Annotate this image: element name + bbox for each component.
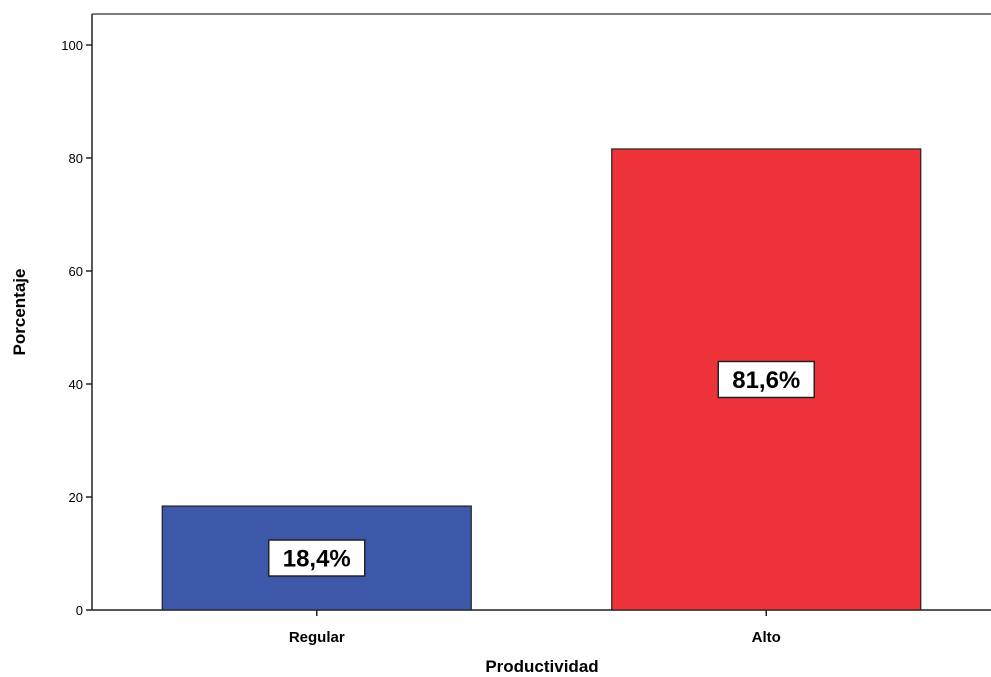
x-axis: Regular Alto <box>289 610 781 646</box>
data-label-box <box>268 539 366 577</box>
y-axis: 0 20 40 60 80 100 <box>61 38 92 618</box>
bar-regular <box>161 505 472 611</box>
data-label-box <box>717 360 815 399</box>
y-tick-label: 20 <box>69 490 83 505</box>
y-tick-label: 100 <box>61 38 83 53</box>
y-axis-title: Porcentaje <box>10 269 29 356</box>
x-tick-label: Alto <box>752 629 781 646</box>
y-tick-label: 60 <box>69 264 83 279</box>
bars: 18,4% 81,6% <box>161 148 922 611</box>
y-tick-label: 0 <box>76 603 83 618</box>
x-tick-label: Regular <box>289 629 345 646</box>
data-label: 18,4% <box>283 546 351 573</box>
y-tick-label: 80 <box>69 151 83 166</box>
y-tick-label: 40 <box>69 377 83 392</box>
x-axis-title: Productividad <box>485 657 598 676</box>
data-label: 81,6% <box>732 367 800 394</box>
